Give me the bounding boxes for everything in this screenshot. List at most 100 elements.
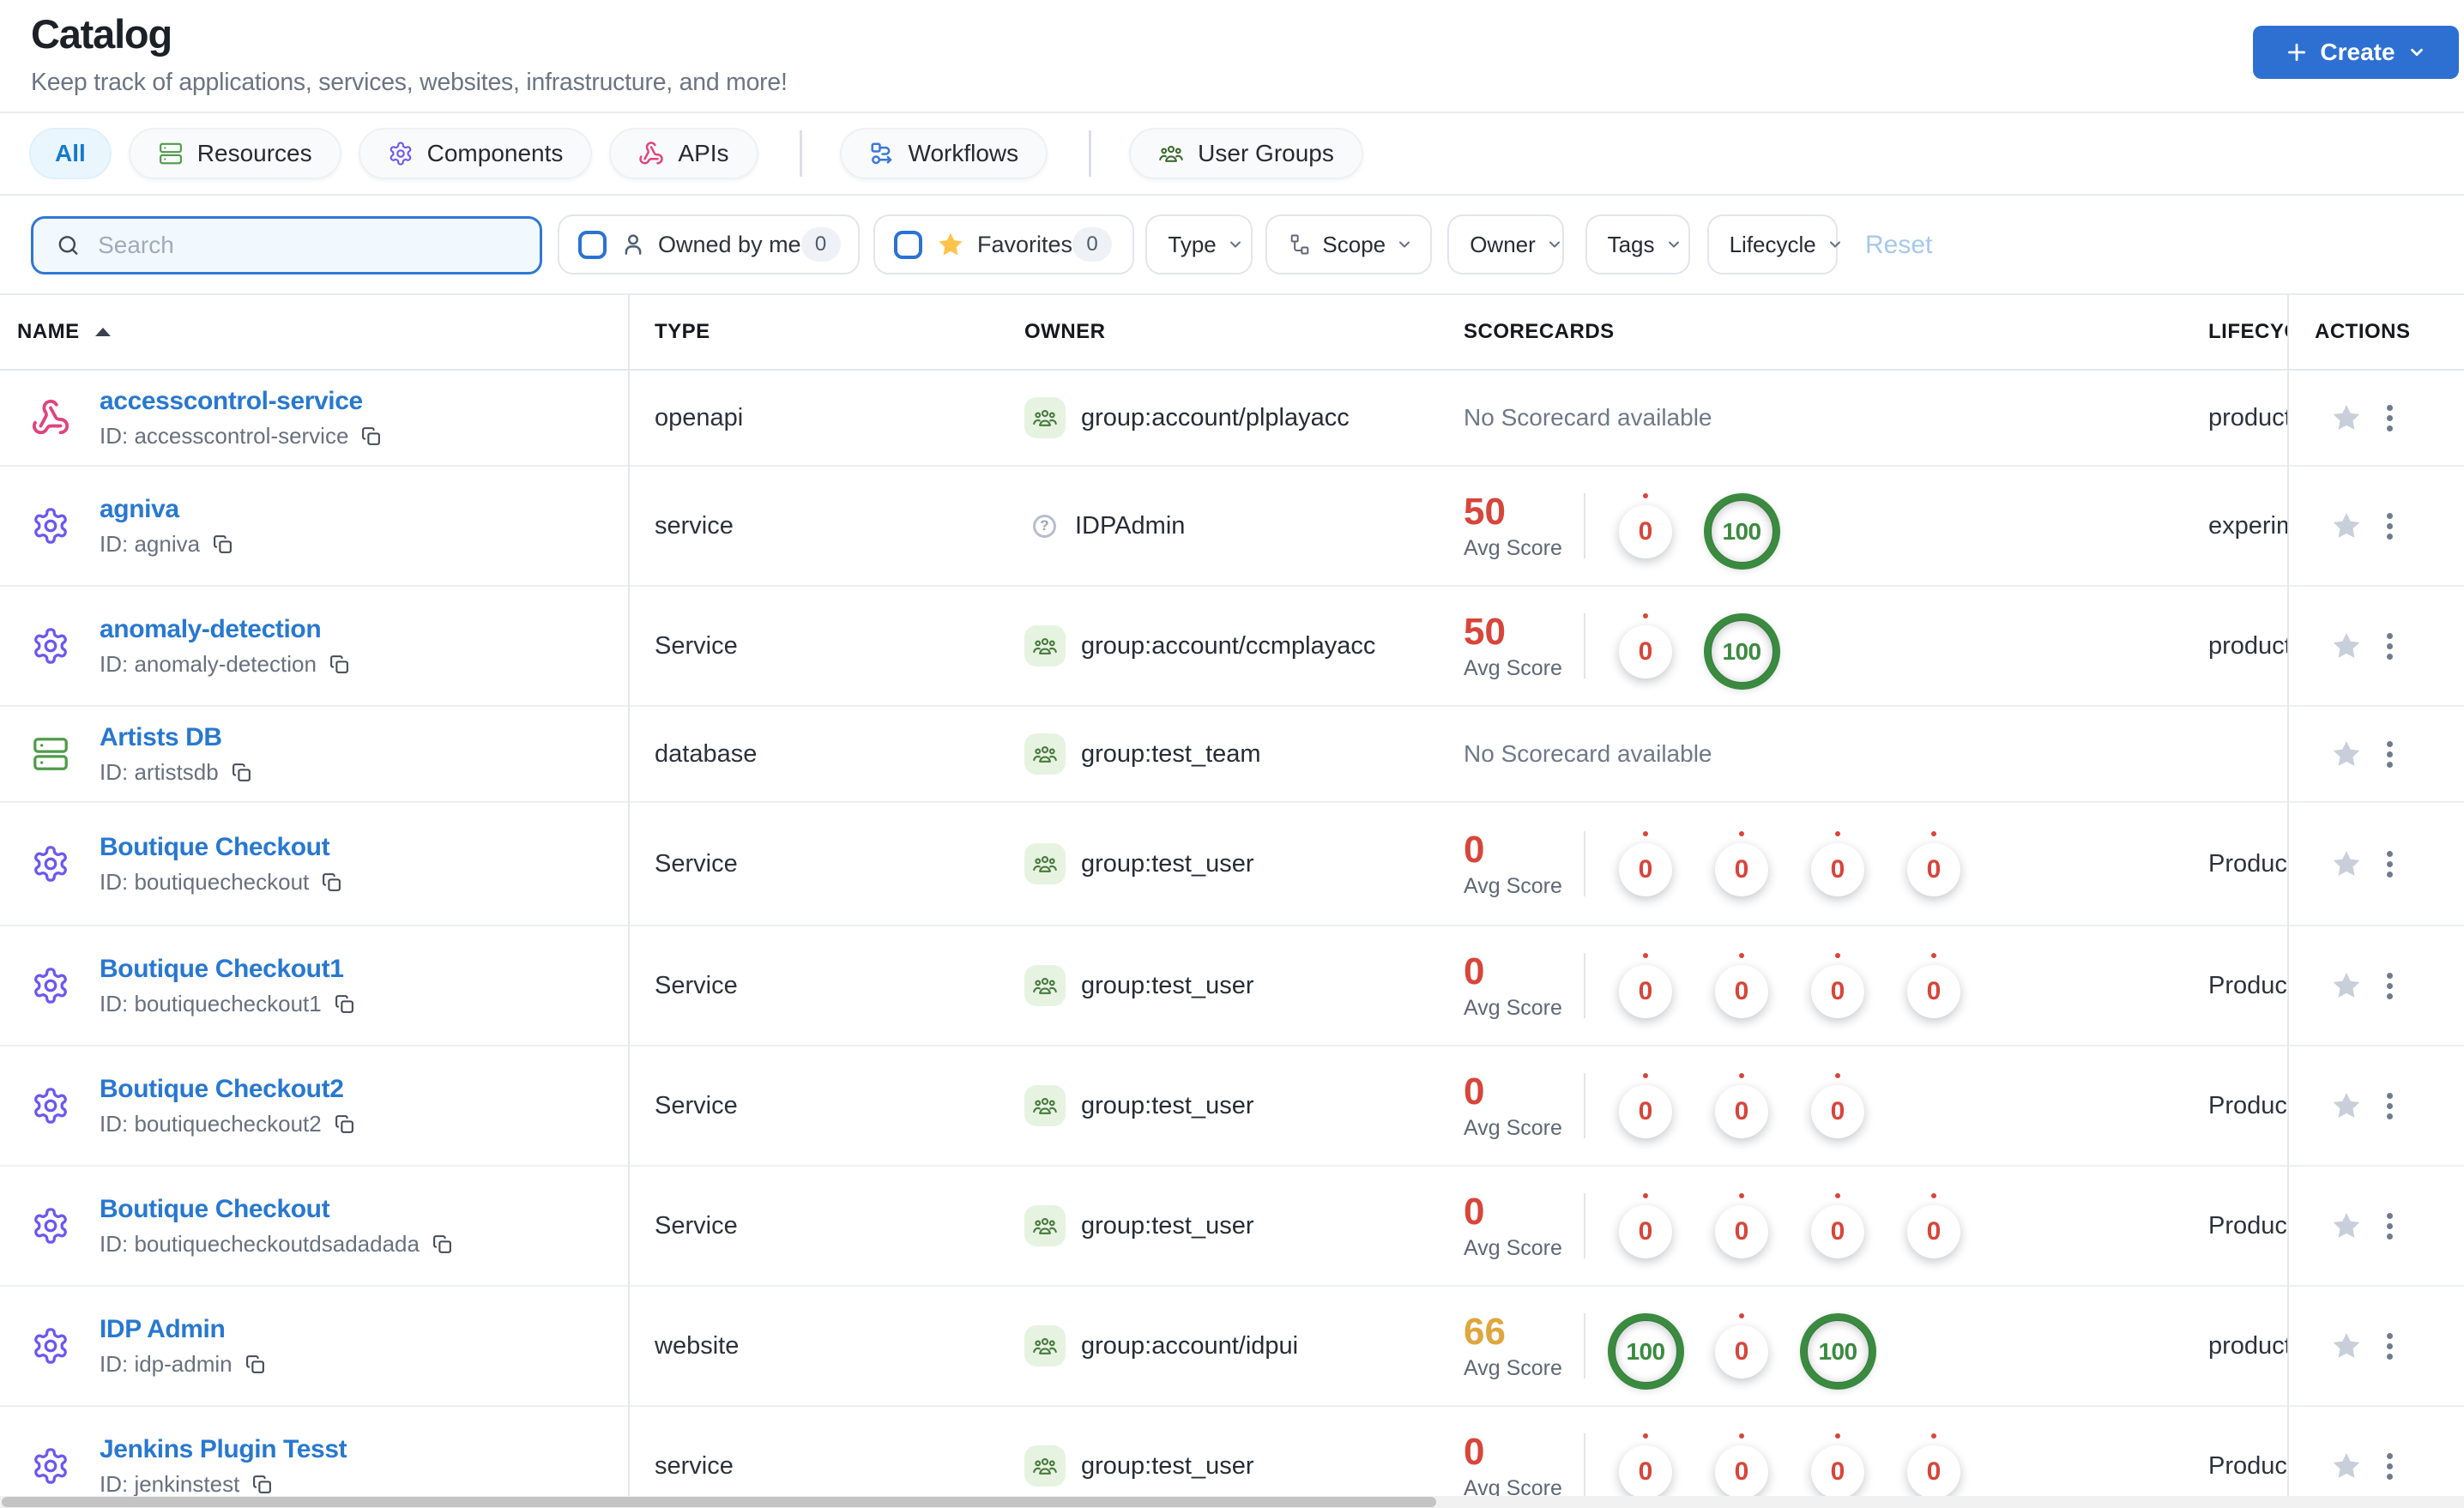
scorecard-circle[interactable]: 0 [1790, 1193, 1886, 1258]
score-divider [1584, 831, 1585, 896]
entity-name-link[interactable]: Boutique Checkout1 [100, 955, 344, 983]
favorites-checkbox[interactable] [894, 230, 922, 259]
favorite-star-button[interactable] [2330, 1089, 2363, 1122]
owner-filter-dropdown[interactable]: Owner [1447, 214, 1565, 274]
lifecycle-filter-dropdown[interactable]: Lifecycle [1706, 214, 1840, 274]
group-icon [1024, 1445, 1066, 1487]
search-input[interactable] [98, 232, 522, 259]
scorecard-circle[interactable]: 0 [1886, 1433, 1982, 1499]
row-menu-button[interactable] [2387, 740, 2393, 768]
scorecard-circle[interactable]: 0 [1597, 602, 1694, 691]
favorite-star-button[interactable] [2330, 510, 2363, 542]
name-cell: anomaly-detection ID: anomaly-detection [0, 587, 629, 705]
favorites-filter[interactable]: Favorites 0 [873, 214, 1134, 274]
tab-workflows[interactable]: Workflows [839, 128, 1048, 179]
scorecard-circle[interactable]: 0 [1694, 1073, 1790, 1138]
scorecard-circle[interactable]: 0 [1790, 831, 1886, 896]
favorite-star-button[interactable] [2330, 1209, 2363, 1242]
scorecard-circle[interactable]: 0 [1694, 1302, 1790, 1390]
tags-filter-dropdown[interactable]: Tags [1585, 214, 1690, 274]
copy-icon[interactable] [334, 1113, 355, 1135]
row-menu-button[interactable] [2387, 972, 2393, 999]
tab-all[interactable]: All [29, 128, 112, 179]
scorecard-circle[interactable]: 0 [1597, 1073, 1694, 1138]
row-menu-button[interactable] [2387, 404, 2393, 431]
tab-apis[interactable]: APIs [609, 128, 758, 179]
copy-icon[interactable] [245, 1354, 266, 1375]
favorite-star-button[interactable] [2330, 969, 2363, 1002]
entity-name-link[interactable]: Boutique Checkout [100, 1195, 330, 1223]
scorecard-circle[interactable]: 0 [1886, 953, 1982, 1018]
tab-user-groups[interactable]: User Groups [1129, 128, 1363, 179]
favorite-star-button[interactable] [2330, 401, 2363, 434]
tab-label: All [55, 140, 86, 166]
column-header-name[interactable]: NAME [0, 320, 629, 344]
entity-name-link[interactable]: accesscontrol-service [100, 387, 363, 415]
type-filter-dropdown[interactable]: Type [1145, 214, 1253, 274]
score-divider [1584, 1433, 1585, 1499]
favorite-star-button[interactable] [2330, 630, 2363, 662]
scorecard-circle[interactable]: 0 [1886, 1193, 1982, 1258]
tab-components[interactable]: Components [358, 128, 593, 179]
entity-name-link[interactable]: Boutique Checkout2 [100, 1075, 344, 1103]
scorecard-circle[interactable]: 100 [1694, 602, 1790, 691]
horizontal-scrollbar-thumb[interactable] [2, 1497, 1436, 1507]
type-cell: Service [655, 1211, 738, 1240]
entity-name-link[interactable]: anomaly-detection [100, 615, 322, 643]
favorite-star-button[interactable] [2330, 847, 2363, 880]
scorecards-cell: 0 Avg Score 0 0 0 0 [1464, 1167, 2208, 1285]
row-menu-button[interactable] [2387, 1452, 2393, 1480]
scorecard-circle[interactable]: 0 [1694, 831, 1790, 896]
lifecycle-cell: Production [2208, 849, 2287, 878]
chevron-down-icon [2410, 48, 2423, 57]
copy-icon[interactable] [360, 425, 382, 447]
horizontal-scrollbar[interactable] [0, 1496, 2464, 1508]
scorecard-circle[interactable]: 0 [1694, 953, 1790, 1018]
entity-name-link[interactable]: Artists DB [100, 723, 222, 751]
entity-name-link[interactable]: Jenkins Plugin Tesst [100, 1435, 347, 1463]
scorecard-circle[interactable]: 100 [1694, 482, 1790, 570]
scorecard-circle[interactable]: 0 [1886, 831, 1982, 896]
favorite-star-button[interactable] [2330, 738, 2363, 770]
row-menu-button[interactable] [2387, 632, 2393, 660]
scorecard-circle[interactable]: 100 [1597, 1302, 1694, 1390]
scorecard-circle[interactable]: 0 [1597, 1433, 1694, 1499]
favorite-star-button[interactable] [2330, 1330, 2363, 1362]
entity-name-link[interactable]: agniva [100, 495, 179, 523]
scorecard-circle[interactable]: 0 [1790, 953, 1886, 1018]
scorecard-circle[interactable]: 0 [1597, 1193, 1694, 1258]
create-button[interactable]: Create [2253, 26, 2459, 79]
copy-icon[interactable] [212, 534, 233, 555]
scorecard-circle[interactable]: 100 [1790, 1302, 1886, 1390]
copy-icon[interactable] [251, 1474, 273, 1495]
scorecard-circle[interactable]: 0 [1597, 482, 1694, 570]
scorecard-circle[interactable]: 0 [1694, 1433, 1790, 1499]
tab-resources[interactable]: Resources [128, 128, 341, 179]
row-menu-button[interactable] [2387, 1332, 2393, 1360]
row-menu-button[interactable] [2387, 512, 2393, 540]
owned-by-me-checkbox[interactable] [578, 230, 607, 259]
copy-icon[interactable] [432, 1234, 453, 1255]
owned-by-me-filter[interactable]: Owned by me 0 [558, 214, 860, 274]
copy-icon[interactable] [334, 993, 355, 1015]
scorecard-circle[interactable]: 0 [1597, 831, 1694, 896]
copy-icon[interactable] [321, 872, 342, 893]
entity-name-link[interactable]: IDP Admin [100, 1315, 226, 1343]
reset-filters-button[interactable]: Reset [1865, 196, 1932, 295]
favorite-star-button[interactable] [2330, 1450, 2363, 1482]
entity-name-link[interactable]: Boutique Checkout [100, 833, 330, 861]
kebab-icon [2387, 850, 2393, 878]
scorecard-circle[interactable]: 0 [1790, 1433, 1886, 1499]
row-menu-button[interactable] [2387, 850, 2393, 878]
scorecard-circle[interactable]: 0 [1694, 1193, 1790, 1258]
scope-filter-dropdown[interactable]: Scope [1265, 214, 1433, 274]
scorecard-circle[interactable]: 0 [1597, 953, 1694, 1018]
copy-icon[interactable] [329, 654, 350, 675]
row-menu-button[interactable] [2387, 1212, 2393, 1240]
copy-icon[interactable] [231, 762, 252, 783]
row-menu-button[interactable] [2387, 1092, 2393, 1119]
entity-kind-tabs: All Resources Components APIs Workflows User … [0, 113, 2464, 196]
entity-id-line: ID: idp-admin [100, 1349, 266, 1378]
scorecard-circle[interactable]: 0 [1790, 1073, 1886, 1138]
actions-cell [2287, 587, 2464, 705]
